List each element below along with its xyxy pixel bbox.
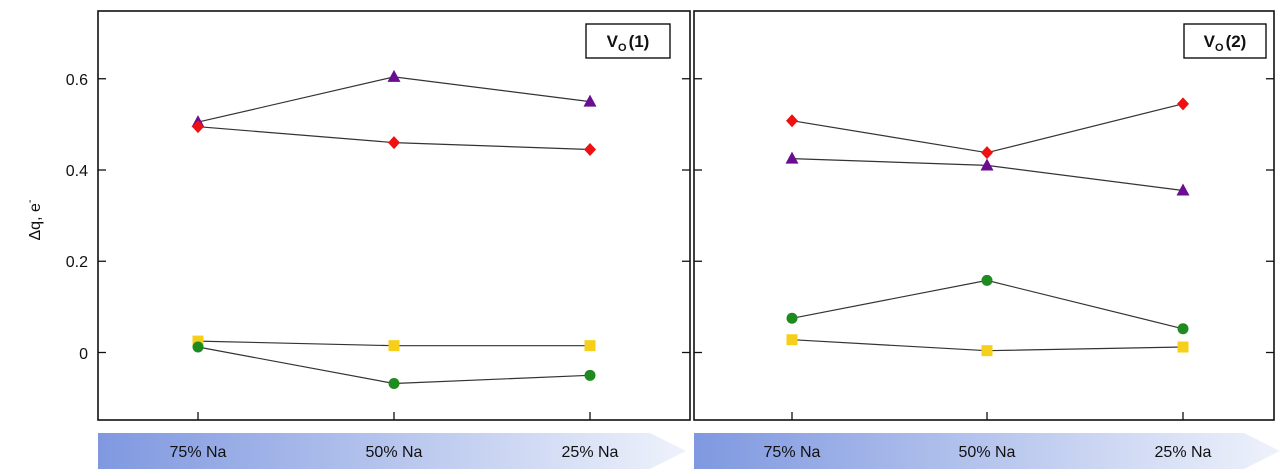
plot-frame-2 bbox=[693, 10, 1275, 421]
gradient-arrow bbox=[694, 433, 1280, 469]
panel-label-box-2: VO (2) bbox=[1183, 23, 1267, 59]
data-point-diamond bbox=[1177, 97, 1189, 111]
y-tick-label: 0.4 bbox=[66, 163, 88, 180]
data-point-circle bbox=[1177, 323, 1189, 335]
panel-label-1: VO (1) bbox=[607, 32, 650, 54]
series-line bbox=[791, 279, 1184, 330]
panel-label-2: VO (2) bbox=[1204, 32, 1247, 54]
x-tick-label: 25% Na bbox=[1155, 444, 1212, 461]
data-point-triangle bbox=[387, 69, 401, 82]
data-point-square bbox=[786, 334, 798, 346]
data-point-triangle bbox=[980, 158, 994, 171]
y-tick-label: 0 bbox=[79, 346, 88, 363]
y-axis-label: Δq, e- bbox=[24, 199, 44, 240]
data-point-square bbox=[584, 340, 596, 352]
gradient-arrow bbox=[98, 433, 686, 469]
data-point-square bbox=[192, 335, 204, 347]
category-arrow-2: 75% Na 50% Na 25% Na bbox=[694, 433, 1280, 469]
x-tick-label: 50% Na bbox=[366, 444, 423, 461]
data-point-triangle bbox=[583, 94, 597, 107]
y-axis-label-superscript: - bbox=[24, 199, 36, 203]
chart-panel-1: 0 0.2 0.4 0.6 VO (1) bbox=[66, 10, 691, 421]
data-point-diamond bbox=[786, 114, 798, 128]
data-point-square bbox=[1177, 341, 1189, 353]
panel-label-box-1: VO (1) bbox=[585, 23, 671, 59]
data-point-circle bbox=[388, 378, 400, 390]
data-point-diamond bbox=[192, 120, 204, 134]
chart-panel-2: VO (2) bbox=[693, 10, 1275, 421]
y-tick-labels: 0 0.2 0.4 0.6 bbox=[66, 72, 88, 363]
y-tick-label: 0.2 bbox=[66, 254, 88, 271]
x-tick-label: 75% Na bbox=[764, 444, 821, 461]
data-point-circle bbox=[584, 369, 596, 381]
panel-label-frame bbox=[585, 23, 671, 59]
category-arrow-1: 75% Na 50% Na 25% Na bbox=[98, 433, 686, 469]
series-line bbox=[197, 76, 591, 123]
y-tick-label: 0.6 bbox=[66, 72, 88, 89]
x-tick-label: 25% Na bbox=[562, 444, 619, 461]
data-point-square bbox=[388, 340, 400, 352]
data-point-triangle bbox=[785, 151, 799, 164]
data-point-diamond bbox=[981, 146, 993, 160]
data-point-diamond bbox=[388, 136, 400, 150]
x-tick-label: 75% Na bbox=[170, 444, 227, 461]
y-axis-label-text: Δq, e bbox=[27, 203, 44, 240]
data-point-circle bbox=[981, 274, 993, 286]
x-tick-label: 50% Na bbox=[959, 444, 1016, 461]
panel-label-frame bbox=[1183, 23, 1267, 59]
series-line bbox=[791, 103, 1184, 154]
data-point-diamond bbox=[584, 142, 596, 156]
data-point-circle bbox=[786, 312, 798, 324]
data-point-circle bbox=[192, 341, 204, 353]
data-point-square bbox=[981, 345, 993, 357]
data-point-triangle bbox=[1176, 183, 1190, 196]
